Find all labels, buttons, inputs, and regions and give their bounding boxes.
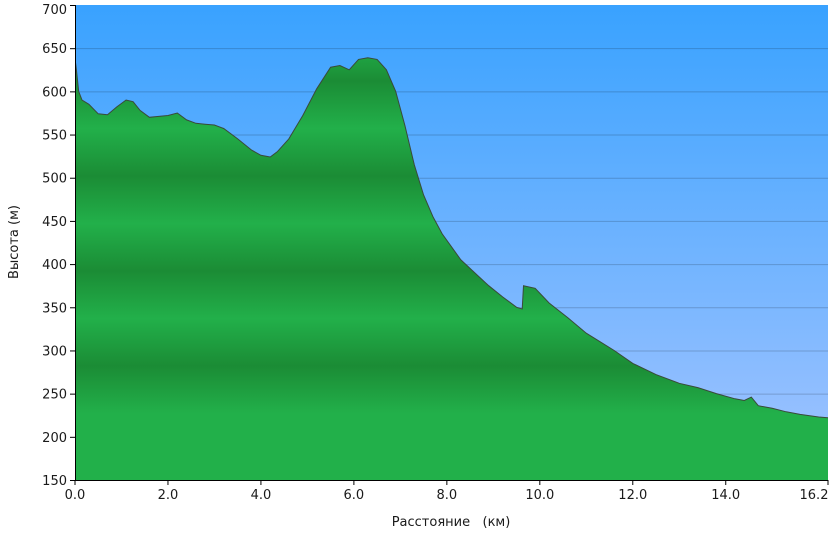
x-tick-label: 14.0 <box>711 488 740 503</box>
x-tick-label: 10.0 <box>525 488 554 503</box>
y-tick-label: 500 <box>42 172 67 187</box>
y-tick-label: 150 <box>42 474 67 489</box>
y-tick-label: 700 <box>42 3 67 18</box>
x-tick-label: 16.2 <box>800 488 829 503</box>
x-tick-label: 4.0 <box>251 488 272 503</box>
x-axis-ticks: 0.0 2.0 4.0 6.0 8.0 10.0 12.0 14.0 16.2 <box>65 480 829 503</box>
y-tick-label: 350 <box>42 301 67 316</box>
x-tick-label: 6.0 <box>344 488 365 503</box>
x-axis-title: Расстояние (км) <box>392 515 511 530</box>
y-tick-label: 200 <box>42 431 67 446</box>
y-tick-label: 450 <box>42 215 67 230</box>
elevation-outline <box>75 57 828 419</box>
y-tick-label: 400 <box>42 258 67 273</box>
y-tick-label: 650 <box>42 42 67 57</box>
elevation-area <box>75 57 828 480</box>
y-tick-label: 300 <box>42 344 67 359</box>
x-tick-label: 0.0 <box>65 488 86 503</box>
y-axis-ticks: 150 200 250 300 350 400 450 500 550 600 650 700 <box>42 3 75 489</box>
y-tick-label: 600 <box>42 85 67 100</box>
x-tick-label: 2.0 <box>158 488 179 503</box>
x-tick-label: 8.0 <box>437 488 458 503</box>
y-tick-label: 250 <box>42 388 67 403</box>
y-tick-label: 550 <box>42 129 67 144</box>
axes <box>75 5 828 481</box>
x-tick-label: 12.0 <box>618 488 647 503</box>
y-axis-title: Высота (м) <box>7 205 22 279</box>
